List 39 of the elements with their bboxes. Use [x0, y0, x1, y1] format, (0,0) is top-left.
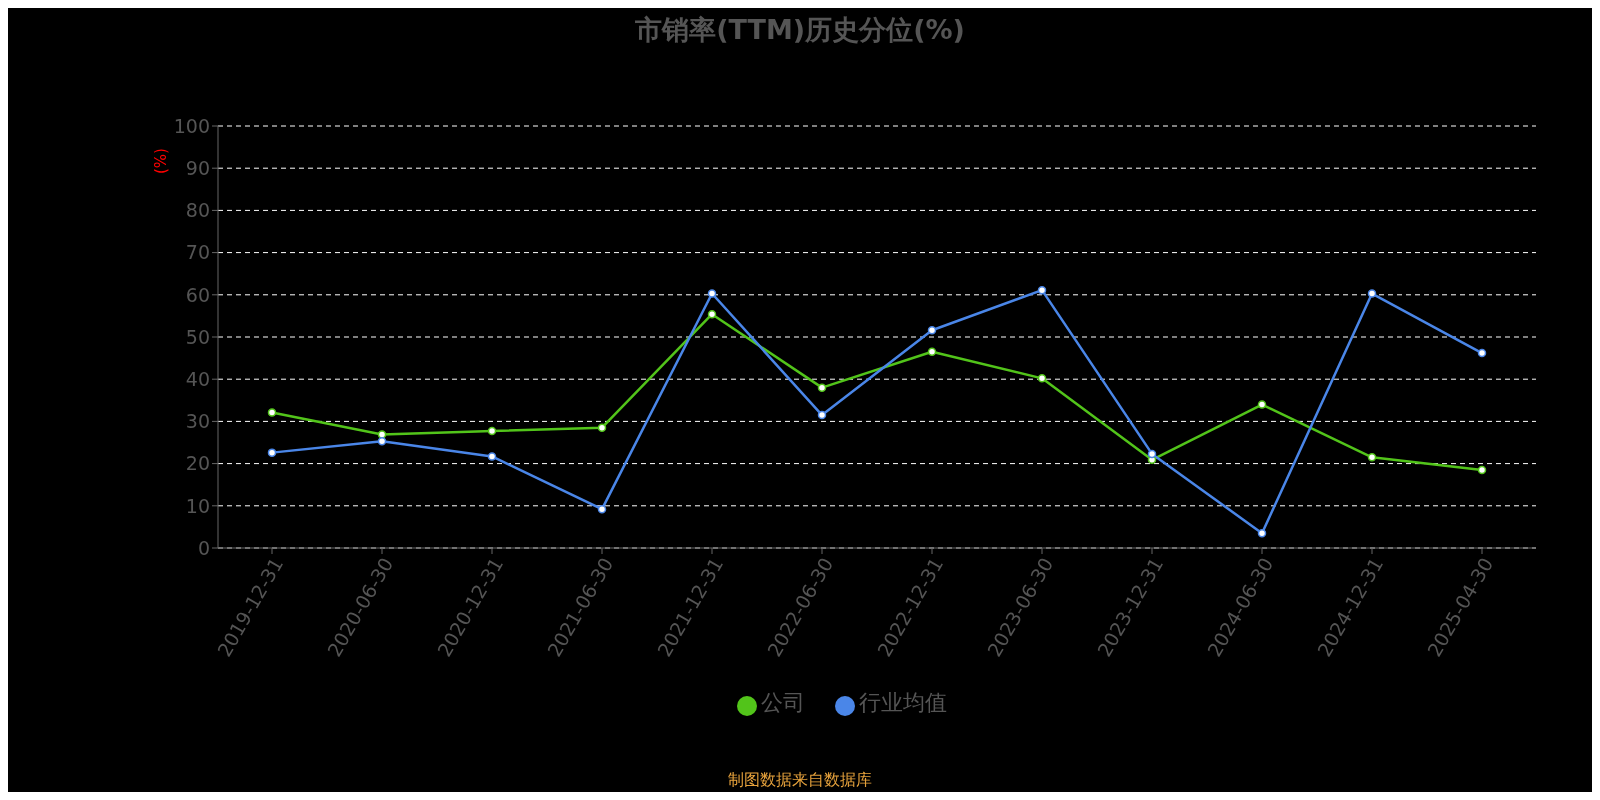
legend-label: 行业均值 — [859, 690, 947, 715]
y-tick-label: 20 — [185, 452, 210, 475]
chart-title: 市销率(TTM)历史分位(%) — [634, 13, 966, 47]
point — [707, 309, 717, 319]
y-axis-title: (%) — [152, 148, 170, 174]
point — [817, 383, 827, 392]
point — [487, 452, 497, 461]
y-tick-label: 60 — [185, 283, 210, 306]
y-tick-label: 70 — [185, 241, 210, 264]
point — [1367, 289, 1377, 298]
point — [927, 326, 937, 335]
point — [377, 436, 387, 446]
point — [927, 347, 937, 357]
point — [1257, 528, 1267, 538]
text: 制图数据来自数据库 — [727, 770, 873, 791]
y-tick-label: 100 — [173, 114, 210, 137]
point — [707, 289, 717, 298]
y-tick-label: 10 — [185, 494, 210, 517]
y-tick-label: 0 — [197, 536, 210, 559]
y-tick-label: 50 — [185, 325, 210, 348]
point — [267, 448, 277, 457]
point — [1037, 285, 1047, 295]
point — [1367, 453, 1377, 462]
point — [817, 410, 827, 420]
point — [377, 430, 387, 439]
point — [1037, 374, 1047, 383]
point — [487, 426, 497, 436]
legend-label: 公司 — [761, 690, 805, 715]
point — [1477, 465, 1487, 475]
point — [1147, 449, 1157, 459]
point — [597, 423, 607, 432]
point — [1477, 348, 1487, 358]
y-tick-label: 30 — [185, 410, 210, 433]
y-tick-label: 80 — [185, 199, 210, 222]
point — [597, 504, 607, 514]
y-tick-label: 90 — [185, 156, 210, 179]
point — [1257, 400, 1267, 409]
y-tick-label: 40 — [185, 367, 210, 390]
point — [267, 408, 277, 417]
